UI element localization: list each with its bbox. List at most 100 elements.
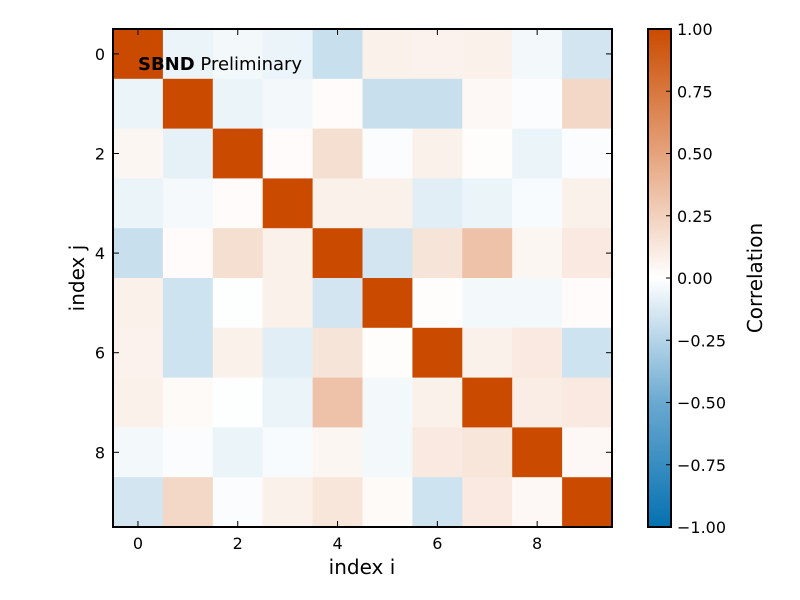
heatmap-cell-3-5 xyxy=(262,278,314,329)
heatmap-cell-6-0 xyxy=(412,29,463,80)
heatmap-cell-7-0 xyxy=(462,29,513,80)
heatmap-cell-0-3 xyxy=(113,178,164,229)
heatmap-cell-9-7 xyxy=(562,377,613,428)
heatmap-cell-4-0 xyxy=(312,29,364,80)
heatmap-cell-7-2 xyxy=(462,128,513,179)
heatmap-cell-5-8 xyxy=(362,427,413,478)
heatmap-cell-4-9 xyxy=(312,477,364,528)
heatmap-cell-5-3 xyxy=(362,178,413,229)
y-axis-label: index j xyxy=(65,245,89,312)
heatmap-cell-5-5 xyxy=(362,278,413,329)
colorbar-label: Correlation xyxy=(743,223,767,333)
heatmap-cell-9-8 xyxy=(562,427,613,478)
heatmap-cell-8-3 xyxy=(512,178,563,229)
colorbar-tick-label: 0.75 xyxy=(677,82,713,101)
heatmap-cell-3-1 xyxy=(262,78,314,130)
heatmap-cell-2-4 xyxy=(212,228,264,279)
x-axis-label: index i xyxy=(329,555,396,579)
heatmap-cell-3-6 xyxy=(262,327,314,379)
heatmap-cell-3-2 xyxy=(262,128,314,179)
heatmap-cell-9-1 xyxy=(562,78,613,130)
x-tick-label: 0 xyxy=(133,534,143,553)
heatmap-cell-9-0 xyxy=(562,29,613,80)
heatmap-cell-7-5 xyxy=(462,278,513,329)
heatmap-cell-1-4 xyxy=(162,228,214,279)
heatmap-cell-1-8 xyxy=(162,427,214,478)
heatmap-cell-1-5 xyxy=(162,278,214,329)
heatmap-cell-2-8 xyxy=(212,427,264,478)
heatmap-cell-6-7 xyxy=(412,377,463,428)
colorbar-tick-label: 0.50 xyxy=(677,145,713,164)
heatmap-cell-6-4 xyxy=(412,228,463,279)
heatmap-cell-2-1 xyxy=(212,78,264,130)
heatmap-cell-8-7 xyxy=(512,377,563,428)
heatmap-cell-4-2 xyxy=(312,128,364,179)
heatmap-cell-5-0 xyxy=(362,29,413,80)
heatmap-cell-8-4 xyxy=(512,228,563,279)
colorbar-tick-label: −0.25 xyxy=(677,331,726,350)
heatmap-cell-0-1 xyxy=(113,78,164,130)
x-tick-label: 4 xyxy=(332,534,342,553)
heatmap-cell-4-6 xyxy=(312,327,364,379)
heatmap-cell-8-1 xyxy=(512,78,563,130)
heatmap-cell-7-3 xyxy=(462,178,513,229)
axis-ticks: 0 2 4 6 8 0 2 4 6 8 xyxy=(95,29,612,553)
heatmap-cell-9-5 xyxy=(562,278,613,329)
heatmap-cell-2-5 xyxy=(212,278,264,329)
heatmap-cell-6-5 xyxy=(412,278,463,329)
heatmap-cell-8-0 xyxy=(512,29,563,80)
heatmap-cell-3-3 xyxy=(262,178,314,229)
y-tick-label: 2 xyxy=(95,145,105,164)
heatmap-cell-4-7 xyxy=(312,377,364,428)
heatmap-cell-9-4 xyxy=(562,228,613,279)
heatmap-cell-9-2 xyxy=(562,128,613,179)
heatmap-cell-8-9 xyxy=(512,477,563,528)
y-tick-label: 4 xyxy=(95,244,105,263)
heatmap-cell-8-5 xyxy=(512,278,563,329)
heatmap-cell-0-2 xyxy=(113,128,164,179)
heatmap-cell-5-1 xyxy=(362,78,413,130)
heatmap-cell-4-3 xyxy=(312,178,364,229)
heatmap-cell-8-2 xyxy=(512,128,563,179)
heatmap-cell-3-0 xyxy=(262,29,314,80)
heatmap-cell-1-6 xyxy=(162,327,214,379)
heatmap-cell-3-4 xyxy=(262,228,314,279)
colorbar-tick-label: 0.00 xyxy=(677,269,713,288)
heatmap-cell-9-3 xyxy=(562,178,613,229)
x-tick-label: 6 xyxy=(432,534,442,553)
y-tick-label: 6 xyxy=(95,344,105,363)
heatmap-cell-9-9 xyxy=(562,477,613,528)
heatmap-cell-8-6 xyxy=(512,327,563,379)
heatmap-cell-1-7 xyxy=(162,377,214,428)
heatmap-cell-6-3 xyxy=(412,178,463,229)
colorbar-tick-label: 0.25 xyxy=(677,207,713,226)
y-tick-label: 8 xyxy=(95,443,105,462)
colorbar-tick-label: −1.00 xyxy=(677,518,726,537)
heatmap-cell-0-6 xyxy=(113,327,164,379)
heatmap-cell-4-5 xyxy=(312,278,364,329)
heatmap-cell-8-8 xyxy=(512,427,563,478)
heatmap-cell-3-7 xyxy=(262,377,314,428)
heatmap-cell-0-0 xyxy=(113,29,164,80)
heatmap-cell-0-9 xyxy=(113,477,164,528)
heatmap-cell-0-4 xyxy=(113,228,164,279)
heatmap-cell-6-6 xyxy=(412,327,463,379)
heatmap-cell-2-7 xyxy=(212,377,264,428)
heatmap-cell-6-9 xyxy=(412,477,463,528)
heatmap-cell-1-1 xyxy=(162,78,214,130)
heatmap-cell-7-7 xyxy=(462,377,513,428)
heatmap-cell-4-1 xyxy=(312,78,364,130)
heatmap-cell-1-0 xyxy=(162,29,214,80)
heatmap-cell-7-9 xyxy=(462,477,513,528)
heatmap-cell-4-4 xyxy=(312,228,364,279)
heatmap-cell-2-6 xyxy=(212,327,264,379)
colorbar-tick-label: −0.50 xyxy=(677,394,726,413)
heatmap-cell-7-8 xyxy=(462,427,513,478)
heatmap-cell-5-2 xyxy=(362,128,413,179)
heatmap-cells xyxy=(113,29,613,528)
heatmap-cell-6-8 xyxy=(412,427,463,478)
heatmap-cell-2-0 xyxy=(212,29,264,80)
heatmap-cell-2-9 xyxy=(212,477,264,528)
heatmap-cell-0-7 xyxy=(113,377,164,428)
